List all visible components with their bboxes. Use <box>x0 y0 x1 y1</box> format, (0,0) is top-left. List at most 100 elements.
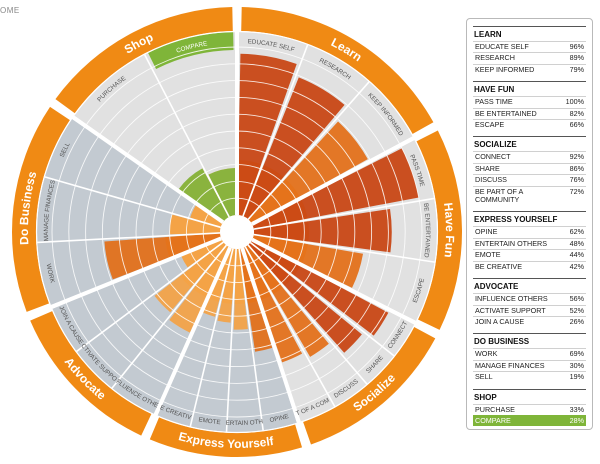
subcategory-label: OPINE <box>269 413 290 424</box>
legend-row-value: 69% <box>569 349 584 359</box>
legend-row: EDUCATE SELF 96% <box>473 41 586 52</box>
data-bar <box>202 247 233 317</box>
sub-divider <box>76 241 224 353</box>
legend-row: JOIN A CAUSE 26% <box>473 315 586 327</box>
category-label: Have Fun <box>441 202 457 258</box>
legend-row-label: JOIN A CAUSE <box>475 316 525 326</box>
legend-row-label: INFLUENCE OTHERS <box>475 294 548 304</box>
legend-row-label: WORK <box>475 349 498 359</box>
section-background <box>157 247 297 432</box>
legend-section: ADVOCATE INFLUENCE OTHERS 56% ACTIVATE SUPP… <box>473 278 586 327</box>
legend-row-label: BE ENTERTAINED <box>475 108 537 118</box>
legend-row-label: ESCAPE <box>475 120 505 130</box>
legend-row: SHARE 86% <box>473 162 586 174</box>
legend-heading: ADVOCATE <box>474 282 519 292</box>
data-bar <box>217 248 236 323</box>
legend-row-label: PASS TIME <box>475 97 513 107</box>
legend-section: HAVE FUN PASS TIME 100% BE ENTERTAINED 82% ES… <box>473 81 586 130</box>
legend-row-value: 44% <box>569 250 584 260</box>
legend-row-label: OPINE <box>475 227 498 237</box>
category-divider <box>251 123 440 226</box>
legend-row: INFLUENCE OTHERS 56% <box>473 293 586 304</box>
legend-heading: SHOP <box>474 392 497 402</box>
legend-row-value: 76% <box>569 175 584 185</box>
sub-divider <box>44 176 221 229</box>
legend-row-label: RESEARCH <box>475 53 515 63</box>
legend-row-label: SELL <box>475 372 493 382</box>
data-bar <box>252 234 364 288</box>
sub-divider <box>253 197 435 230</box>
sub-divider <box>111 244 228 389</box>
legend-row: BE PART OF A COMMUNITY 72% <box>473 185 586 206</box>
legend-row: PASS TIME 100% <box>473 96 586 107</box>
legend-row-label: EDUCATE SELF <box>475 42 529 51</box>
legend-row-value: 66% <box>569 120 584 130</box>
legend-row-label: ACTIVATE SUPPORT <box>475 305 546 315</box>
legend-row-label: BE PART OF A COMMUNITY <box>475 186 523 205</box>
legend-row-value: 72% <box>569 186 584 196</box>
legend-section: SOCIALIZE CONNECT 92% SHARE 86% DISCUSS 76% BE … <box>473 136 586 205</box>
category-band <box>11 106 70 312</box>
legend-row-label: DISCUSS <box>475 175 507 185</box>
legend-row-value: 96% <box>569 42 584 51</box>
band-gap <box>35 30 439 434</box>
legend-row-label: PURCHASE <box>475 404 515 414</box>
legend-row: OPINE 62% <box>473 226 586 237</box>
legend-row-value: 30% <box>569 360 584 370</box>
legend-row: ACTIVATE SUPPORT 52% <box>473 304 586 316</box>
subcategory-label: WORK <box>45 263 56 284</box>
legend-row-value: 100% <box>565 97 584 107</box>
sub-divider <box>225 248 237 432</box>
legend-row-value: 79% <box>569 64 584 74</box>
legend-row-label: COMPARE <box>475 415 511 425</box>
legend-row: ENTERTAIN OTHERS 48% <box>473 237 586 249</box>
legend-row-value: 89% <box>569 53 584 63</box>
sub-divider <box>189 248 234 427</box>
legend-row: CONNECT 92% <box>473 151 586 162</box>
sub-divider <box>37 232 221 244</box>
category-band <box>149 417 303 457</box>
legend-row-value: 48% <box>569 238 584 248</box>
legend-section: LEARN EDUCATE SELF 96% RESEARCH 89% KEEP INFO… <box>473 26 586 75</box>
legend-row: SELL 19% <box>473 371 586 382</box>
category-divider <box>142 246 232 442</box>
legend-row-label: ENTERTAIN OTHERS <box>475 238 548 248</box>
category-divider <box>251 237 442 338</box>
legend-row-value: 52% <box>569 305 584 315</box>
legend-heading: LEARN <box>474 30 502 39</box>
legend-section: SHOP PURCHASE 33% COMPARE 28% <box>473 388 586 427</box>
legend-heading: SOCIALIZE <box>474 140 517 150</box>
legend-row-value: 92% <box>569 152 584 162</box>
sub-divider <box>249 241 395 357</box>
category-band <box>55 7 233 114</box>
sub-divider <box>253 233 435 263</box>
data-bar <box>154 242 227 313</box>
sub-divider <box>143 54 230 218</box>
category-band <box>416 130 463 330</box>
legend-row: BE CREATIVE 42% <box>473 260 586 272</box>
subcategory-label: BE ENTERTAINED <box>422 203 431 259</box>
legend-row: PURCHASE 33% <box>473 403 586 415</box>
data-bar <box>190 204 223 228</box>
legend-section: EXPRESS YOURSELF OPINE 62% ENTERTAIN OTHERS… <box>473 211 586 272</box>
legend-row-value: 33% <box>569 404 584 414</box>
data-bar <box>178 168 229 222</box>
data-bar <box>181 238 224 268</box>
legend-row: BE ENTERTAINED 82% <box>473 107 586 119</box>
legend-row-label: EMOTE <box>475 250 501 260</box>
sub-divider <box>247 81 370 220</box>
legend-row-value: 28% <box>569 415 584 425</box>
data-bar <box>250 240 389 336</box>
data-bar <box>252 148 419 229</box>
legend-row-label: SHARE <box>475 163 500 173</box>
legend-row: MANAGE FINANCES 30% <box>473 359 586 371</box>
data-bar <box>208 167 237 217</box>
data-bar <box>248 121 368 224</box>
legend-row: DISCUSS 76% <box>473 174 586 185</box>
data-bar <box>239 248 273 352</box>
legend-row-value: 86% <box>569 163 584 173</box>
category-band <box>241 7 434 134</box>
sub-divider <box>247 244 368 385</box>
hub <box>220 215 254 249</box>
legend-row-value: 62% <box>569 227 584 237</box>
